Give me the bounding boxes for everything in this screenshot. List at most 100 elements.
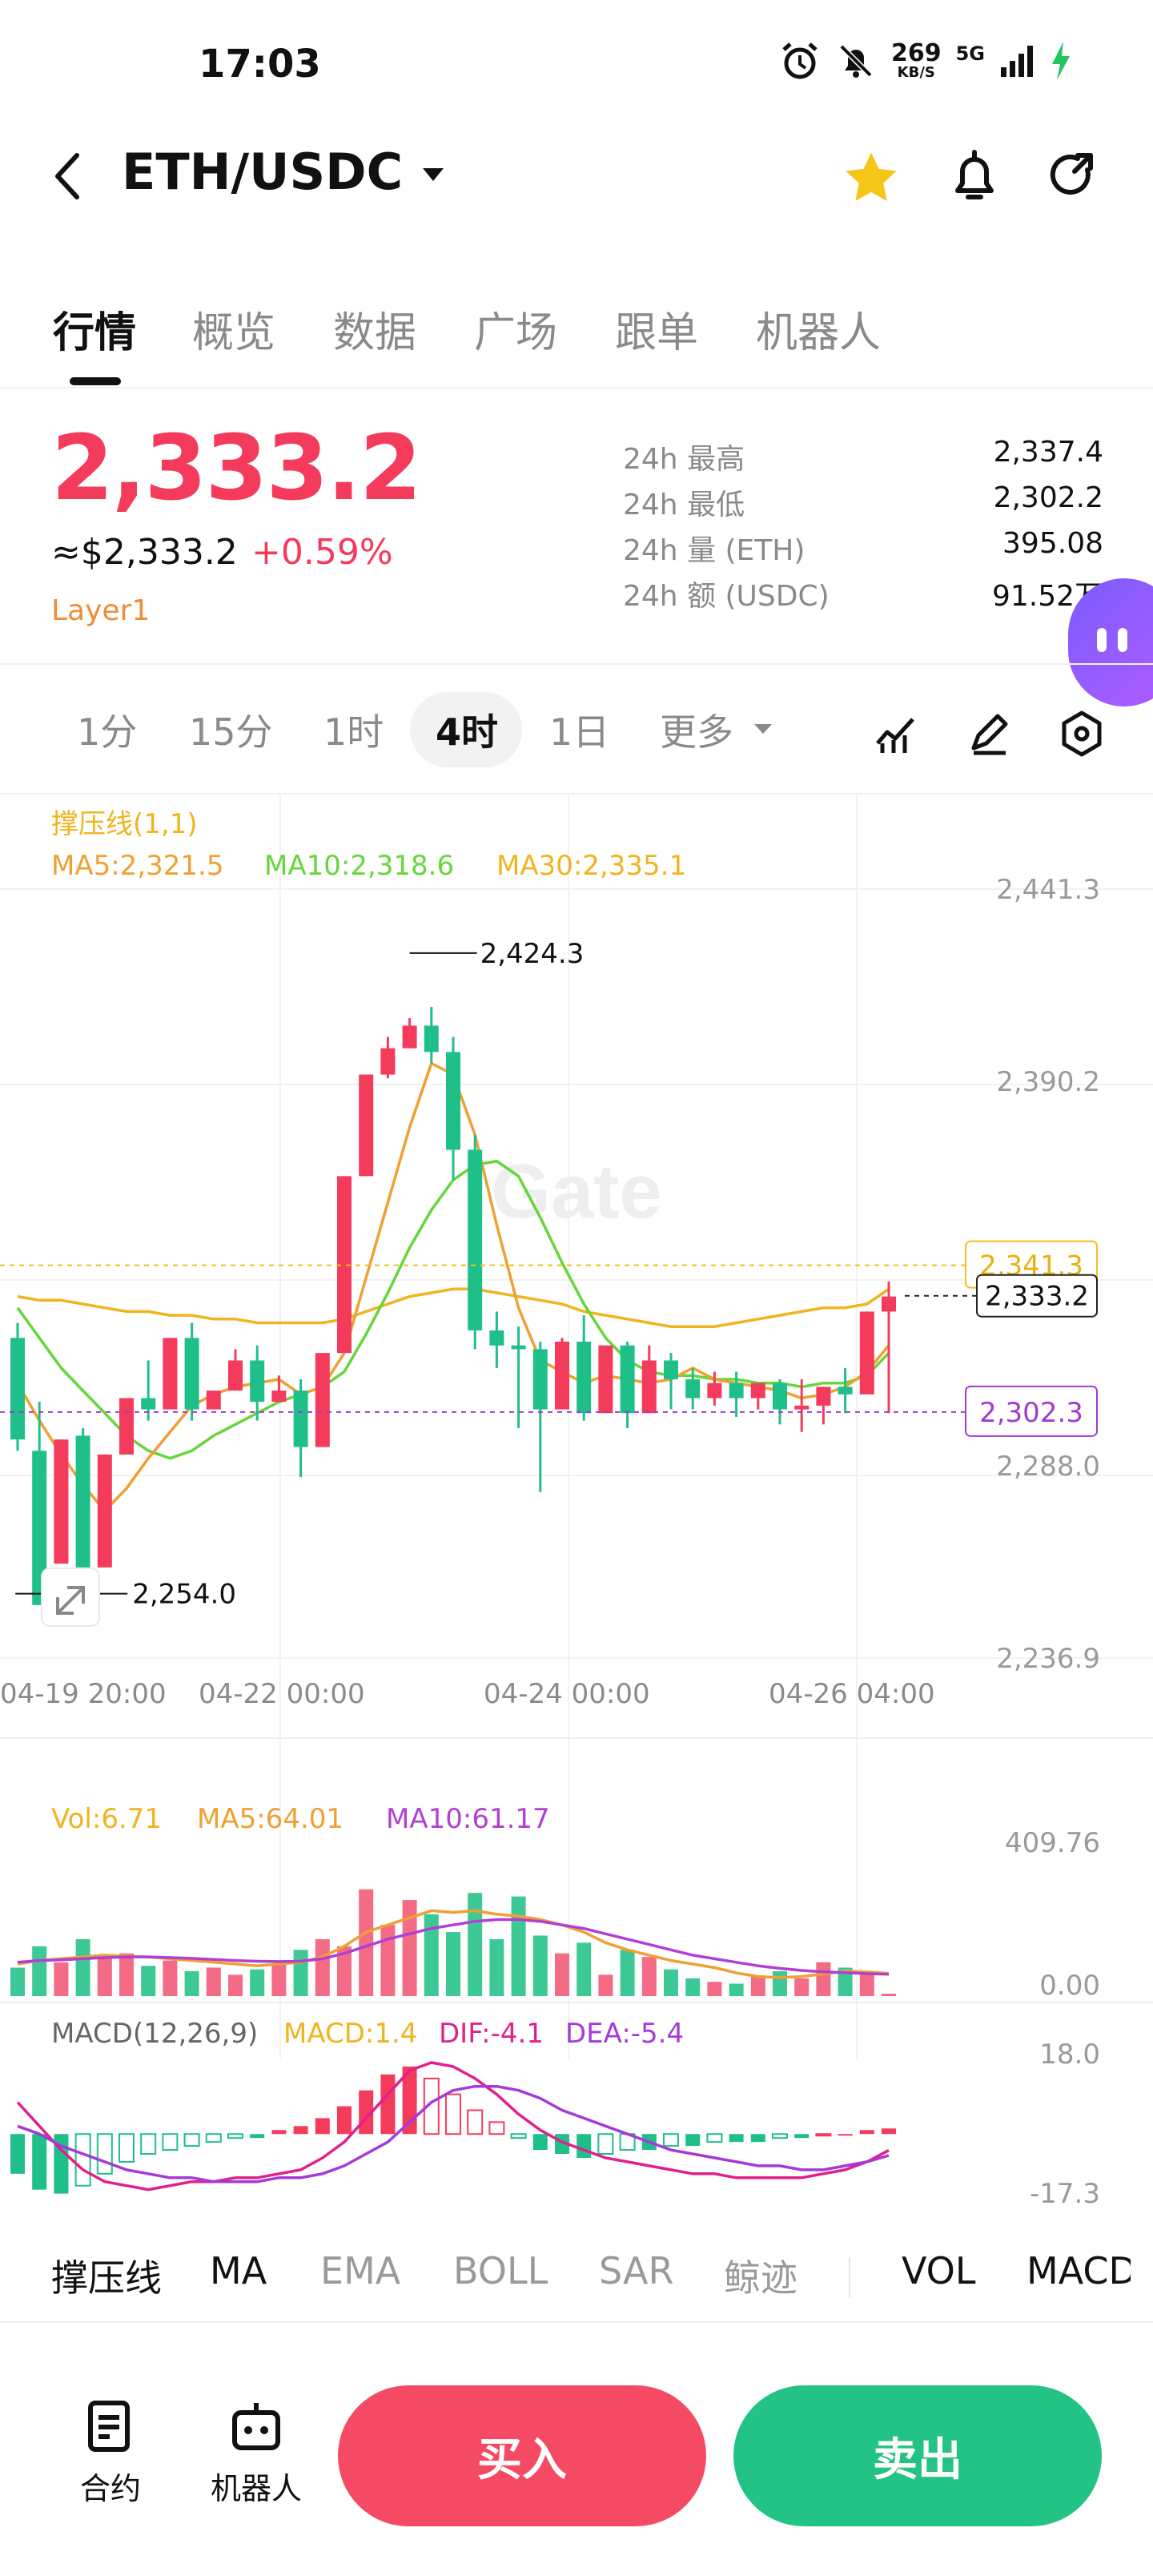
interval-1d[interactable]: 1日 xyxy=(549,710,610,754)
macd-bar xyxy=(750,2134,765,2143)
y-tick-label: 2,236.9 xyxy=(996,1643,1100,1675)
category-tag[interactable]: Layer1 xyxy=(51,594,151,627)
volume-bar xyxy=(511,1896,526,1996)
macd-bar xyxy=(882,2128,896,2135)
candle-body xyxy=(750,1383,765,1399)
macd-dif-line xyxy=(16,2061,890,2192)
y-tick-label: 2,390.2 xyxy=(996,1066,1100,1098)
high-label: 2,424.3 xyxy=(480,938,585,970)
vol-tick-label: 0.00 xyxy=(1039,1970,1100,2002)
network-speed: 269 xyxy=(890,39,942,67)
stat-row: 24h 额 (USDC) 91.52万 xyxy=(623,580,1103,613)
candle xyxy=(532,1342,548,1492)
contract-button[interactable]: 合约 xyxy=(70,2398,151,2508)
tab-bot[interactable]: 机器人 xyxy=(756,309,882,357)
sell-button[interactable]: 卖出 xyxy=(733,2385,1102,2526)
candle-body xyxy=(141,1398,156,1410)
indicator-vol[interactable]: VOL xyxy=(902,2249,976,2292)
ma30-line xyxy=(17,1287,890,1328)
candle-body xyxy=(119,1398,134,1455)
indicator-ema[interactable]: EMA xyxy=(320,2249,401,2292)
share-icon[interactable] xyxy=(1046,147,1103,205)
candle-body xyxy=(337,1176,352,1354)
indicator-boll[interactable]: BOLL xyxy=(453,2249,548,2292)
draw-pencil-icon[interactable] xyxy=(967,711,1012,756)
macd-bar xyxy=(510,2133,527,2139)
interval-4h[interactable]: 4时 xyxy=(436,710,499,754)
stat-row: 24h 最低 2,302.2 xyxy=(623,481,1103,521)
ticker-panel: 2,333.2 ≈$2,333.2 +0.59% Layer1 24h 最高 2,… xyxy=(0,400,1153,706)
candle xyxy=(511,1326,526,1429)
macd-bar xyxy=(467,2109,484,2135)
candle xyxy=(794,1379,810,1432)
interval-more[interactable]: 更多 xyxy=(660,710,733,754)
ma10-legend: MA10:2,318.6 xyxy=(264,850,454,882)
candle xyxy=(859,1311,874,1395)
buy-button[interactable]: 买入 xyxy=(338,2385,706,2526)
tab-data[interactable]: 数据 xyxy=(333,309,417,357)
signal-icon xyxy=(1001,46,1033,77)
macd-dif: DIF:-4.1 xyxy=(439,2018,544,2050)
bot-label: 机器人 xyxy=(210,2471,302,2506)
star-icon[interactable] xyxy=(841,147,902,208)
interval-15m[interactable]: 15分 xyxy=(189,710,273,754)
macd-bar xyxy=(183,2133,200,2147)
vol-ma5-legend: MA5:64.01 xyxy=(197,1803,343,1835)
volume-bar xyxy=(75,1938,90,1996)
assistant-eye-icon xyxy=(1118,628,1127,652)
candle xyxy=(184,1322,199,1421)
interval-1h[interactable]: 1时 xyxy=(323,710,384,754)
caret-down-icon[interactable] xyxy=(753,722,773,735)
macd-bar xyxy=(815,2133,832,2137)
interval-1m[interactable]: 1分 xyxy=(77,710,138,754)
candle-body xyxy=(380,1048,396,1075)
ma30-legend: MA30:2,335.1 xyxy=(496,850,686,882)
macd-bar xyxy=(663,2133,679,2147)
stats-list: 24h 最高 2,337.4 24h 最低 2,302.2 24h 量 (ETH) 3… xyxy=(623,436,1103,618)
candle xyxy=(359,1074,374,1177)
indicator-sar[interactable]: SAR xyxy=(599,2249,674,2292)
volume-bar xyxy=(489,1938,504,1996)
candles xyxy=(10,1007,896,1605)
volume-bar xyxy=(707,1982,722,1996)
ma10-line xyxy=(16,1159,890,1460)
candle-body xyxy=(228,1360,243,1391)
tab-overview[interactable]: 概览 xyxy=(192,309,276,357)
indicator-whale[interactable]: 鲸迹 xyxy=(724,2256,797,2300)
candle xyxy=(380,1036,396,1079)
kline-chart[interactable]: Gate 撑压线(1,1) MA5:2,321.5 MA10:2,318.6 M… xyxy=(0,793,1153,2219)
macd-bar xyxy=(140,2133,157,2155)
candle-body xyxy=(489,1330,504,1346)
pair-title[interactable]: ETH/USDC xyxy=(122,143,404,201)
candle-body xyxy=(54,1439,69,1564)
chevron-down-icon[interactable] xyxy=(421,167,445,183)
candle xyxy=(32,1402,47,1605)
candle xyxy=(97,1454,112,1568)
macd-bar xyxy=(119,2133,135,2163)
indicator-ma[interactable]: MA xyxy=(210,2249,267,2292)
candle-body xyxy=(598,1345,613,1414)
tab-copy-trade[interactable]: 跟单 xyxy=(615,309,699,357)
bot-button[interactable]: 机器人 xyxy=(200,2398,312,2508)
stat-row: 24h 最高 2,337.4 xyxy=(623,436,1103,476)
support-tag-box xyxy=(965,1385,1098,1437)
macd-bar xyxy=(54,2134,69,2194)
candle xyxy=(685,1367,701,1410)
indicator-macd[interactable]: MACD xyxy=(1026,2249,1131,2292)
settings-hexagon-icon[interactable] xyxy=(1059,710,1105,758)
assistant-bubble[interactable] xyxy=(1068,578,1153,706)
volume-bar xyxy=(794,1978,810,1996)
back-arrow-icon[interactable] xyxy=(51,151,83,202)
macd-bar xyxy=(772,2133,788,2139)
indicator-support-resistance[interactable]: 撑压线 xyxy=(51,2256,162,2300)
last-price: 2,333.2 xyxy=(51,417,422,521)
candle-body xyxy=(838,1387,853,1395)
candle xyxy=(620,1342,635,1429)
indicator-chart-icon[interactable] xyxy=(874,711,919,756)
alarm-icon xyxy=(782,42,818,79)
bell-icon[interactable] xyxy=(946,146,1002,207)
tab-market[interactable]: 行情 xyxy=(53,309,137,357)
current-price-box xyxy=(976,1274,1098,1318)
support-tag: 2,302.3 xyxy=(979,1397,1083,1429)
tab-square[interactable]: 广场 xyxy=(474,309,558,357)
